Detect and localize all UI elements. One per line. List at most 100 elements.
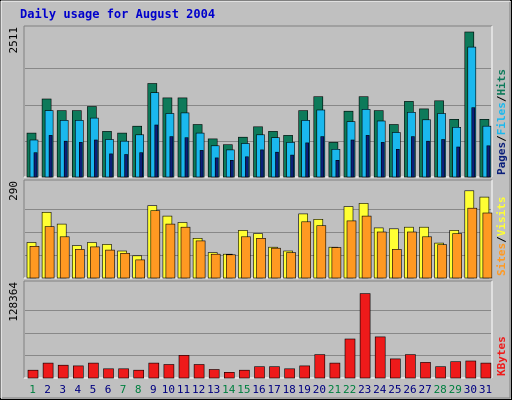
bar-kbytes-day-11: [178, 354, 190, 379]
bar-sites-day-4: [75, 249, 85, 279]
bar-pages-day-9: [154, 124, 159, 178]
day-labels: 1 2 3 4 5 6 7 8 9 10 11 12 13 14 15 16 17 18 19 20 21 22 23 24 2…: [29, 383, 492, 396]
bar-sites-day-9: [150, 210, 161, 279]
bar-kbytes-day-12: [193, 364, 205, 379]
bar-kbytes-day-29: [450, 361, 462, 379]
bar-sites-day-18: [286, 252, 296, 279]
bar-sites-day-6: [105, 249, 115, 279]
bar-pages-day-22: [350, 139, 355, 178]
day-label-12: 12: [192, 383, 205, 396]
bar-pages-day-20: [320, 136, 325, 178]
bar-kbytes-day-22: [344, 338, 356, 379]
day-label-11: 11: [177, 383, 190, 396]
bar-pages-day-16: [260, 149, 264, 178]
bar-sites-day-15: [241, 236, 251, 279]
bar-pages-day-10: [169, 136, 174, 178]
bar-pages-day-18: [290, 154, 294, 178]
bar-kbytes-day-24: [374, 336, 386, 379]
bar-pages-day-31: [486, 145, 491, 178]
bar-kbytes-day-2: [42, 362, 54, 379]
day-label-16: 16: [252, 383, 265, 396]
bar-sites-day-20: [316, 225, 327, 279]
bar-pages-day-21: [335, 160, 340, 178]
bar-sites-day-12: [195, 240, 206, 279]
bar-pages-day-15: [245, 156, 249, 178]
day-label-10: 10: [162, 383, 175, 396]
bar-kbytes-day-10: [163, 364, 175, 379]
legend-item-files: Files: [495, 102, 508, 135]
bar-kbytes-day-26: [405, 354, 416, 379]
bar-sites-day-21: [331, 247, 342, 279]
day-label-22: 22: [343, 383, 356, 396]
bar-sites-day-19: [301, 221, 312, 279]
bar-kbytes-day-19: [299, 365, 311, 379]
day-label-20: 20: [313, 383, 326, 396]
bar-kbytes-day-16: [254, 366, 265, 379]
bar-sites-day-10: [165, 223, 176, 279]
legend-item-sites: Sites: [495, 243, 508, 276]
bar-pages-day-6: [109, 153, 113, 178]
day-label-9: 9: [150, 383, 157, 396]
bar-kbytes-day-9: [148, 362, 160, 379]
bar-sites-day-3: [59, 236, 70, 279]
chart-panels: 2511Pages/Files/Hits290Sites/Visits12836…: [7, 25, 508, 379]
day-label-24: 24: [373, 383, 387, 396]
bar-kbytes-day-31: [480, 362, 492, 379]
bar-sites-day-27: [422, 236, 432, 279]
bar-kbytes-day-5: [88, 362, 99, 379]
legend-separator: /: [495, 95, 508, 102]
bar-kbytes-day-17: [269, 366, 280, 379]
day-label-7: 7: [120, 383, 127, 396]
day-label-15: 15: [237, 383, 250, 396]
bar-kbytes-day-18: [284, 368, 295, 379]
bar-pages-day-7: [124, 154, 128, 178]
day-label-18: 18: [283, 383, 296, 396]
day-label-5: 5: [90, 383, 97, 396]
bar-kbytes-day-21: [329, 362, 341, 379]
day-label-26: 26: [403, 383, 416, 396]
bar-pages-day-12: [199, 150, 204, 178]
bar-pages-day-27: [426, 140, 430, 178]
bar-sites-day-25: [391, 249, 402, 279]
bar-pages-day-1: [33, 152, 38, 178]
chart-title: Daily usage for August 2004: [20, 7, 215, 21]
bar-kbytes-day-28: [435, 366, 446, 379]
bar-sites-day-2: [44, 226, 55, 279]
legend-separator: /: [495, 236, 508, 243]
bar-pages-day-28: [441, 139, 445, 178]
bar-kbytes-day-27: [420, 362, 431, 379]
bar-sites-day-11: [180, 226, 191, 279]
day-label-29: 29: [449, 383, 462, 396]
legend-item-kbytes: KBytes: [495, 336, 508, 376]
bar-sites-day-7: [120, 253, 130, 279]
max-label: 290: [7, 181, 20, 201]
legend-item-visits: Visits: [495, 197, 508, 237]
bar-sites-day-8: [135, 259, 145, 279]
day-label-27: 27: [418, 383, 431, 396]
bar-pages-day-11: [184, 137, 189, 178]
legend: KBytes: [495, 336, 508, 376]
bar-sites-day-1: [29, 246, 40, 279]
day-label-8: 8: [135, 383, 142, 396]
bar-sites-day-29: [452, 233, 463, 279]
bar-kbytes-day-7: [118, 368, 129, 379]
bar-sites-day-26: [407, 231, 417, 279]
day-label-14: 14: [222, 383, 236, 396]
bar-sites-day-14: [226, 254, 236, 279]
bar-kbytes-day-25: [389, 358, 401, 379]
bar-pages-day-30: [471, 107, 476, 178]
bar-kbytes-day-6: [103, 368, 114, 379]
bar-sites-day-16: [256, 238, 266, 279]
bar-pages-day-4: [79, 142, 83, 178]
bar-pages-day-3: [63, 140, 68, 178]
bar-pages-day-2: [48, 135, 53, 178]
bar-pages-day-5: [94, 139, 98, 178]
bar-pages-day-25: [395, 149, 400, 178]
day-label-23: 23: [358, 383, 371, 396]
bar-kbytes-day-1: [27, 369, 39, 379]
bar-pages-day-19: [305, 142, 310, 178]
day-label-13: 13: [207, 383, 220, 396]
bar-pages-day-17: [275, 151, 279, 178]
legend: Pages/Files/Hits: [495, 69, 508, 175]
